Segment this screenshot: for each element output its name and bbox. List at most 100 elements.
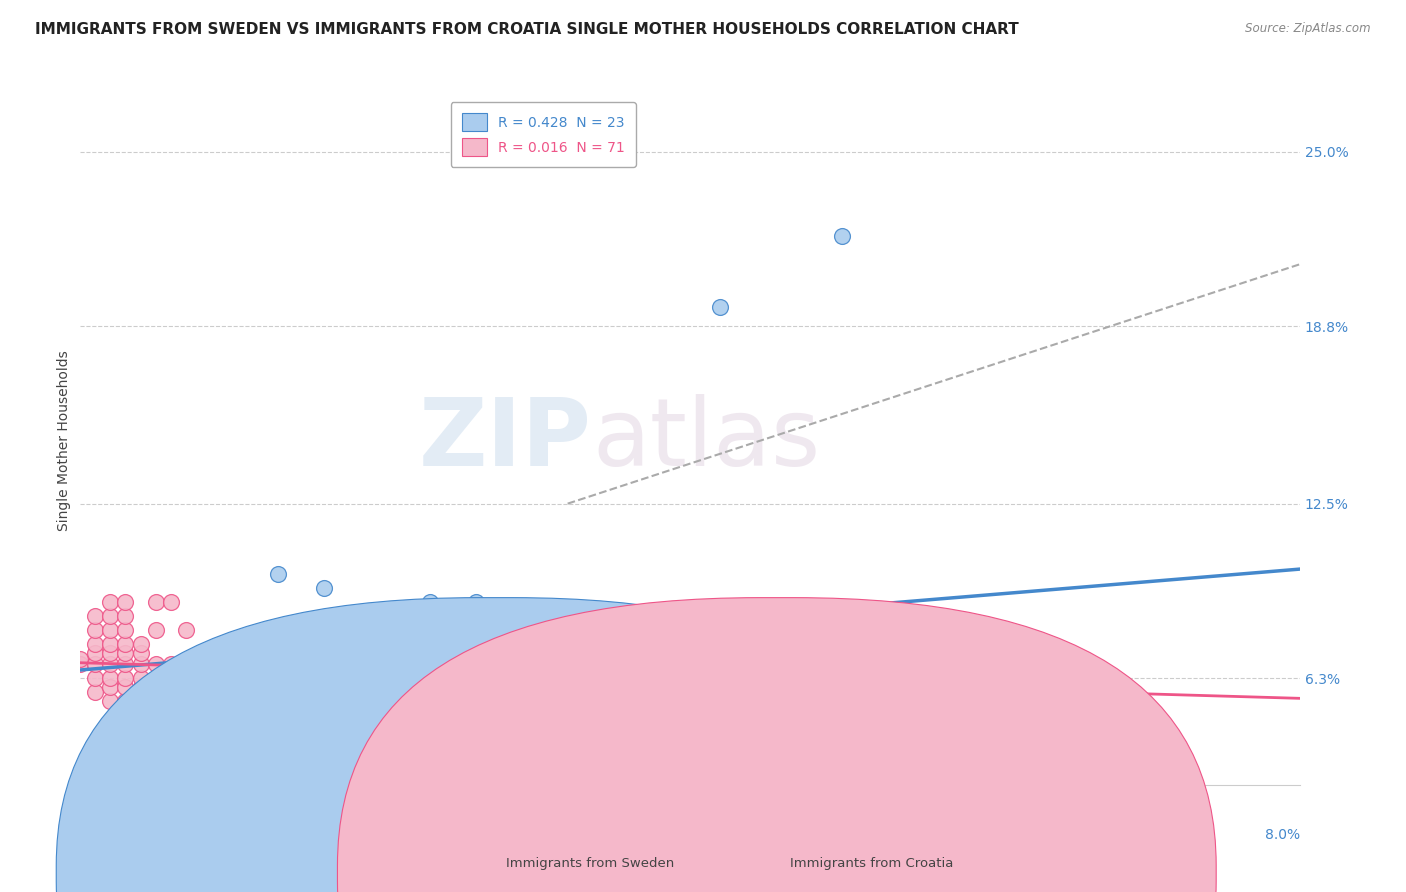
Point: [98, 646, 121, 660]
Point: [145, 657, 167, 672]
Point: [174, 624, 197, 638]
Text: 8.0%: 8.0%: [1265, 828, 1299, 841]
Point: [221, 694, 243, 708]
Point: [374, 624, 396, 638]
Point: [679, 685, 702, 699]
Text: Source: ZipAtlas.com: Source: ZipAtlas.com: [1246, 22, 1371, 36]
Point: [953, 637, 976, 651]
Point: [174, 694, 197, 708]
Point: [69, 651, 91, 665]
Point: [281, 671, 304, 685]
Point: [267, 657, 290, 672]
Point: [114, 637, 136, 651]
Point: [526, 657, 548, 672]
Point: [450, 624, 472, 638]
Point: [69, 657, 91, 672]
Point: [252, 657, 274, 672]
Point: [114, 595, 136, 609]
Point: [98, 694, 121, 708]
Point: [419, 595, 441, 609]
Point: [221, 657, 243, 672]
Point: [160, 680, 183, 694]
Point: [205, 657, 228, 672]
Point: [221, 680, 243, 694]
Point: [404, 609, 426, 624]
Point: [98, 624, 121, 638]
Point: [129, 671, 152, 685]
Text: atlas: atlas: [592, 394, 820, 486]
Point: [83, 671, 105, 685]
Point: [160, 595, 183, 609]
Y-axis label: Single Mother Households: Single Mother Households: [58, 350, 72, 531]
Point: [83, 609, 105, 624]
Point: [221, 694, 243, 708]
Point: [190, 694, 212, 708]
Point: [984, 741, 1007, 756]
Point: [174, 657, 197, 672]
Point: [114, 657, 136, 672]
Point: [236, 657, 259, 672]
Point: [98, 595, 121, 609]
Point: [98, 609, 121, 624]
Point: [114, 694, 136, 708]
Point: [83, 657, 105, 672]
Point: [312, 581, 335, 595]
Point: [98, 657, 121, 672]
Point: [160, 671, 183, 685]
Point: [145, 671, 167, 685]
Point: [98, 671, 121, 685]
Point: [205, 671, 228, 685]
Point: [145, 595, 167, 609]
Point: [174, 680, 197, 694]
Point: [800, 758, 823, 772]
Point: [252, 671, 274, 685]
Point: [129, 694, 152, 708]
Point: [374, 671, 396, 685]
Point: [267, 567, 290, 582]
Text: Immigrants from Croatia: Immigrants from Croatia: [790, 856, 953, 870]
Point: [83, 646, 105, 660]
Point: [145, 694, 167, 708]
Point: [129, 637, 152, 651]
Point: [145, 680, 167, 694]
Point: [709, 300, 731, 314]
Point: [174, 671, 197, 685]
Point: [145, 680, 167, 694]
Point: [114, 671, 136, 685]
Point: [190, 694, 212, 708]
Point: [465, 595, 488, 609]
Point: [297, 671, 319, 685]
Point: [98, 680, 121, 694]
Text: IMMIGRANTS FROM SWEDEN VS IMMIGRANTS FROM CROATIA SINGLE MOTHER HOUSEHOLDS CORRE: IMMIGRANTS FROM SWEDEN VS IMMIGRANTS FRO…: [35, 22, 1019, 37]
Point: [831, 229, 853, 244]
Point: [648, 680, 671, 694]
Point: [190, 680, 212, 694]
Point: [160, 694, 183, 708]
Point: [129, 646, 152, 660]
Legend: R = 0.428  N = 23, R = 0.016  N = 71: R = 0.428 N = 23, R = 0.016 N = 71: [451, 103, 636, 167]
Point: [297, 671, 319, 685]
Point: [114, 646, 136, 660]
Text: Immigrants from Sweden: Immigrants from Sweden: [506, 856, 675, 870]
Point: [572, 707, 595, 722]
Point: [190, 671, 212, 685]
Text: 0.0%: 0.0%: [80, 828, 114, 841]
Point: [252, 707, 274, 722]
Point: [114, 624, 136, 638]
Point: [83, 624, 105, 638]
Point: [129, 680, 152, 694]
Point: [190, 646, 212, 660]
Point: [190, 657, 212, 672]
Point: [450, 685, 472, 699]
Point: [205, 680, 228, 694]
Point: [98, 637, 121, 651]
Point: [602, 671, 624, 685]
Point: [190, 707, 212, 722]
Point: [160, 657, 183, 672]
Point: [755, 758, 778, 772]
Point: [145, 624, 167, 638]
Point: [83, 637, 105, 651]
Point: [129, 657, 152, 672]
Point: [83, 685, 105, 699]
Point: [114, 680, 136, 694]
